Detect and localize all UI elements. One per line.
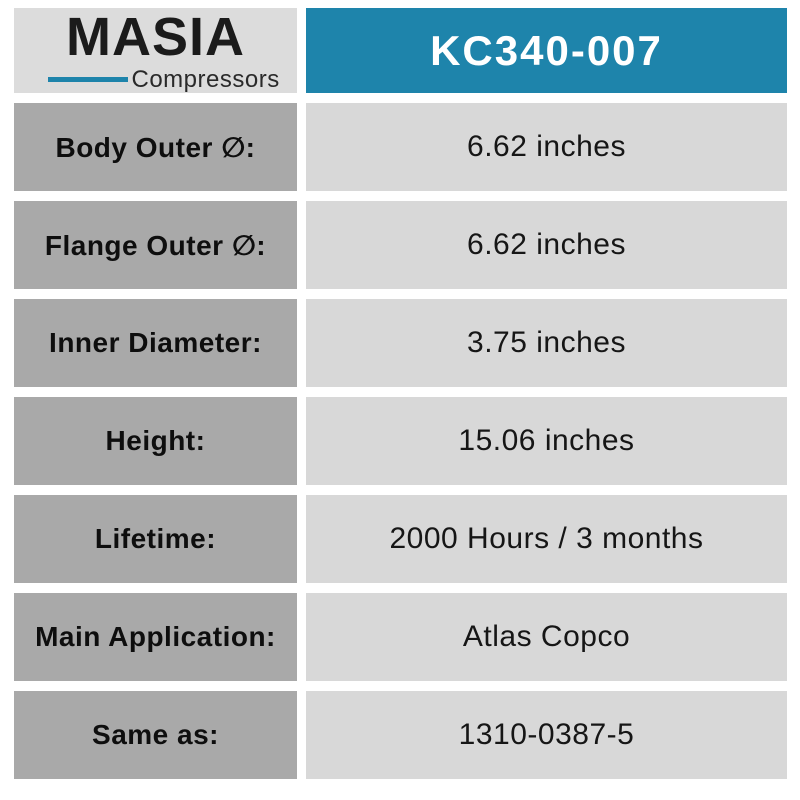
spec-value-main-application: Atlas Copco [306,593,787,681]
spec-label-main-application: Main Application: [14,593,297,681]
spec-label-height: Height: [14,397,297,485]
brand-name: MASIA [66,6,245,67]
spec-value-same-as: 1310-0387-5 [306,691,787,779]
brand-tagline-row: Compressors [47,66,279,94]
part-number: KC340-007 [430,26,663,74]
spec-label-body-outer-diameter: Body Outer ∅: [14,103,297,191]
brand-logo: MASIA Compressors [14,8,297,93]
spec-value-height: 15.06 inches [306,397,787,485]
brand-tagline: Compressors [131,65,280,93]
spec-label-inner-diameter: Inner Diameter: [14,299,297,387]
spec-sheet: MASIA Compressors KC340-007 Body Outer ∅… [14,8,787,779]
spec-label-same-as: Same as: [14,691,297,779]
spec-value-lifetime: 2000 Hours / 3 months [306,495,787,583]
brand-underline-accent [47,77,128,82]
spec-label-flange-outer-diameter: Flange Outer ∅: [14,201,297,289]
spec-value-body-outer-diameter: 6.62 inches [306,103,787,191]
spec-label-lifetime: Lifetime: [14,495,297,583]
part-number-header: KC340-007 [306,8,787,93]
spec-value-inner-diameter: 3.75 inches [306,299,787,387]
spec-value-flange-outer-diameter: 6.62 inches [306,201,787,289]
